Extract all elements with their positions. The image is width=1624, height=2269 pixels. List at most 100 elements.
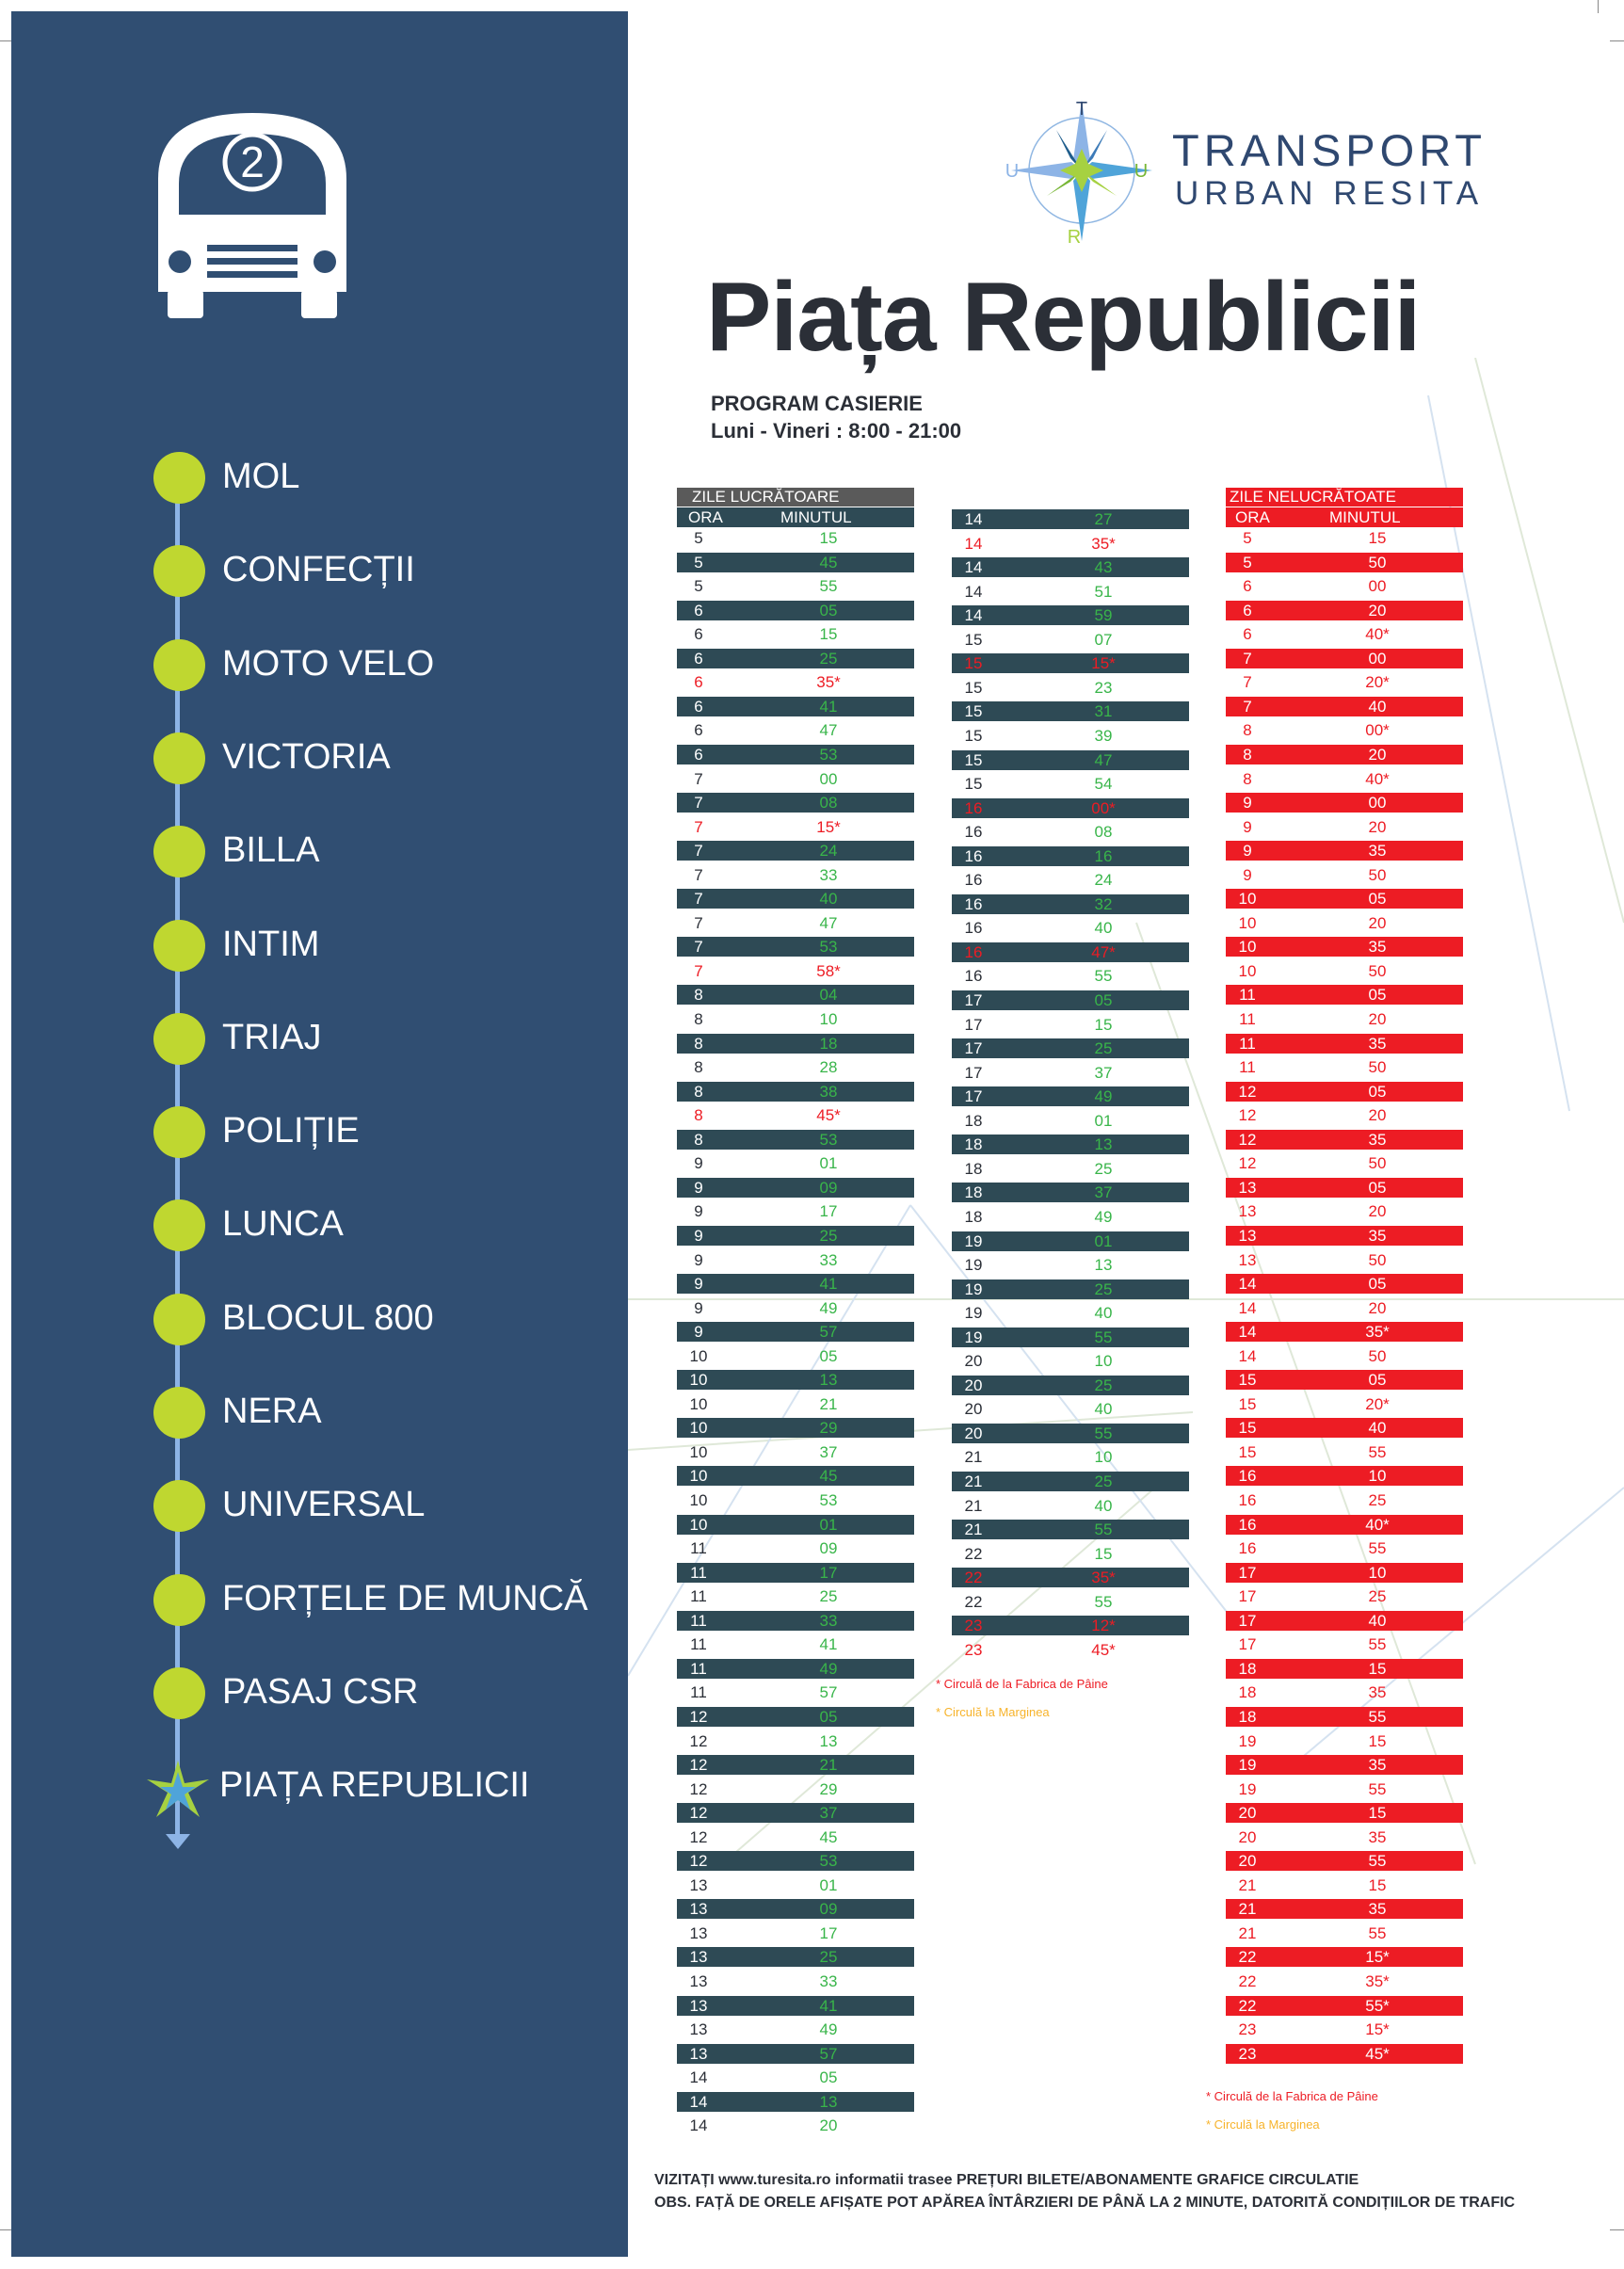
departure-hour: 15 (1238, 1419, 1257, 1438)
timetable-row: 23 45* (952, 1640, 1189, 1660)
departure-hour: 16 (964, 823, 983, 842)
departure-minute: 16 (1094, 846, 1113, 865)
timetable-row: 12 50 (1226, 1153, 1463, 1173)
departure-minute: 08 (819, 794, 838, 813)
timetable-row: 22 15 (952, 1544, 1189, 1564)
departure-minute: 37 (819, 1442, 838, 1461)
departure-minute: 41 (819, 1996, 838, 2015)
departure-minute: 29 (819, 1779, 838, 1798)
departure-minute: 05 (819, 1346, 838, 1365)
departure-hour: 16 (964, 798, 983, 817)
departure-hour: 19 (1238, 1779, 1257, 1798)
departure-minute: 32 (1094, 894, 1113, 913)
timetable-row: 12 21 (677, 1755, 914, 1776)
departure-minute: 41 (819, 1275, 838, 1294)
timetable-row: 16 32 (952, 893, 1189, 914)
departure-minute: 29 (819, 1419, 838, 1438)
stop-label: MOL (222, 457, 300, 496)
departure-hour: 11 (690, 1539, 707, 1558)
timetable-row: 20 25 (952, 1375, 1189, 1395)
departure-hour: 8 (1243, 769, 1252, 788)
stop-marker (153, 1012, 205, 1065)
departure-minute: 43 (1094, 558, 1113, 577)
timetable-row: 19 13 (952, 1255, 1189, 1275)
stop-label: FORȚELE DE MUNCĂ (222, 1578, 588, 1618)
timetable-row: 14 50 (1226, 1346, 1463, 1366)
departure-hour: 8 (1243, 721, 1252, 740)
stop-label: POLIȚIE (222, 1111, 360, 1151)
departure-hour: 7 (694, 961, 703, 980)
departure-minute: 33 (819, 1972, 838, 1990)
timetable-row: 11 35 (1226, 1033, 1463, 1054)
departure-minute: 20 (1368, 1298, 1387, 1317)
departure-hour: 10 (689, 1467, 708, 1486)
departure-minute: 55 (1368, 1707, 1387, 1726)
stop-marker (153, 1293, 205, 1345)
timetable-row: 10 13 (677, 1370, 914, 1391)
departure-minute: 20* (1365, 1394, 1390, 1413)
departure-hour: 14 (964, 582, 983, 601)
departure-hour: 22 (964, 1544, 983, 1563)
departure-minute: 50 (1368, 1346, 1387, 1365)
timetable-row: 14 05 (677, 2068, 914, 2087)
departure-hour: 15 (964, 654, 983, 673)
weekday-notes: * Circulă de la Fabrica de Pâine * Circu… (936, 1670, 1108, 1727)
tur-logo: T U U R (1005, 99, 1152, 248)
departure-minute: 55 (819, 577, 838, 596)
departure-hour: 14 (1238, 1323, 1257, 1342)
departure-minute: 09 (819, 1178, 838, 1197)
departure-minute: 40 (1094, 1400, 1113, 1419)
departure-minute: 25 (819, 1226, 838, 1245)
timetable-row: 8 38 (677, 1081, 914, 1102)
timetable-row: 16 25 (1226, 1490, 1463, 1510)
departure-minute: 20 (1368, 1010, 1387, 1028)
departure-minute: 50 (1368, 1058, 1387, 1077)
departure-minute: 55 (1368, 1539, 1387, 1558)
timetable-row: 6 40* (1226, 624, 1463, 644)
departure-hour: 21 (1238, 1900, 1257, 1919)
departure-minute: 10 (819, 1010, 838, 1028)
departure-hour: 16 (1238, 1491, 1257, 1509)
departure-hour: 9 (1243, 817, 1252, 836)
departure-hour: 16 (964, 894, 983, 913)
departure-minute: 15* (816, 817, 841, 836)
departure-minute: 35 (1368, 842, 1387, 861)
timetable-row: 11 33 (677, 1610, 914, 1631)
departure-hour: 8 (694, 1106, 703, 1125)
departure-minute: 00 (1368, 649, 1387, 668)
departure-minute: 51 (1094, 582, 1113, 601)
departure-hour: 13 (689, 1996, 708, 2015)
departure-hour: 17 (964, 1087, 983, 1106)
timetable-row: 18 25 (952, 1159, 1189, 1179)
departure-minute: 01 (819, 1515, 838, 1534)
timetable-row: 7 47 (677, 913, 914, 933)
departure-hour: 5 (1243, 553, 1252, 571)
timetable-row: 13 17 (677, 1923, 914, 1943)
departure-minute: 47* (1091, 942, 1116, 961)
timetable-row: 17 49 (952, 1086, 1189, 1107)
departure-hour: 12 (1238, 1130, 1257, 1149)
timetable-row: 23 15* (1226, 2020, 1463, 2039)
departure-minute: 25 (1094, 1279, 1113, 1298)
timetable-row: 9 01 (677, 1153, 914, 1173)
departure-hour: 13 (1238, 1226, 1257, 1245)
departure-minute: 58* (816, 961, 841, 980)
departure-minute: 57 (819, 1323, 838, 1342)
timetable-row: 9 57 (677, 1322, 914, 1343)
departure-hour: 11 (690, 1659, 707, 1678)
stop-marker (153, 919, 205, 972)
departure-hour: 14 (964, 606, 983, 625)
departure-minute: 55 (1368, 1923, 1387, 1942)
departure-minute: 40 (1094, 1304, 1113, 1323)
timetable-row: 15 20* (1226, 1394, 1463, 1414)
departure-hour: 13 (689, 1900, 708, 1919)
departure-minute: 55 (1094, 1328, 1113, 1346)
departure-hour: 10 (689, 1442, 708, 1461)
departure-hour: 13 (689, 1923, 708, 1942)
timetable-row: 9 41 (677, 1274, 914, 1295)
timetable-row: 21 55 (1226, 1923, 1463, 1943)
departure-minute: 33 (819, 865, 838, 884)
departure-hour: 12 (689, 1756, 708, 1775)
departure-minute: 40 (1368, 697, 1387, 716)
departure-hour: 8 (694, 1130, 703, 1149)
